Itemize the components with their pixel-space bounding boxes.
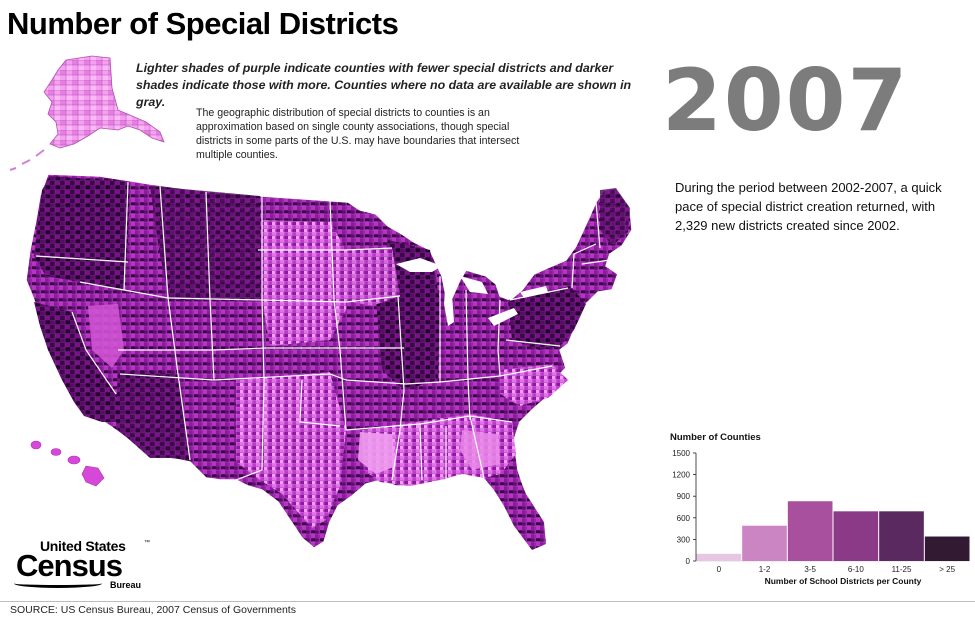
region-virginia-light (500, 364, 568, 406)
hawaii-region (30, 440, 105, 487)
logo-united-states: United States (40, 538, 126, 554)
x-tick-label: > 25 (939, 565, 955, 574)
legend-description: Lighter shades of purple indicate counti… (136, 61, 632, 109)
hawaii-island-kauai (30, 440, 42, 450)
y-tick-label: 900 (677, 492, 691, 501)
region-georgia-pink (460, 430, 500, 470)
alaska-region (9, 55, 165, 171)
region-maine (600, 188, 630, 246)
region-florida (484, 470, 546, 550)
region-southwest (116, 370, 190, 460)
logo-census: Census (16, 548, 123, 583)
logo-bureau: Bureau (110, 580, 142, 590)
x-tick-label: 3-5 (804, 565, 816, 574)
state-borders (35, 181, 611, 482)
bar-0 (696, 553, 742, 561)
chart-xlabel: Number of School Districts per County (765, 576, 922, 586)
region-iowa-light (340, 248, 400, 306)
page-title: Number of Special Districts (7, 6, 399, 41)
x-tick-label: 0 (717, 565, 722, 574)
x-tick-label: 6-10 (848, 565, 865, 574)
region-louisiana-pink (358, 432, 396, 474)
period-description: During the period between 2002-2007, a q… (675, 180, 942, 233)
x-tick-label: 11-25 (892, 565, 912, 574)
bar-1-2 (742, 525, 787, 561)
logo-swoosh-icon (14, 579, 102, 588)
bar-25 (924, 536, 970, 561)
y-tick-label: 0 (686, 557, 691, 566)
chart-ylabel: Number of Counties (670, 432, 761, 443)
bar-6-10 (833, 511, 879, 561)
districts-histogram: Number of Counties 0 300 600 900 1200 1500 0 1… (670, 432, 970, 586)
contiguous-us-region (25, 173, 633, 551)
year-label: 2007 (662, 51, 910, 151)
y-tick-label: 600 (677, 514, 691, 523)
logo-trademark: ™ (144, 540, 150, 546)
hawaii-island-oahu (50, 448, 62, 456)
alaska-shape (43, 55, 165, 149)
region-pacific-northwest (34, 176, 130, 290)
approximation-note: The geographic distribution of special d… (196, 107, 520, 161)
source-note: SOURCE: US Census Bureau, 2007 Census of… (10, 604, 296, 616)
y-tick-label: 300 (677, 535, 691, 544)
bar-3-5 (787, 501, 833, 561)
great-lakes (396, 258, 548, 326)
x-tick-label: 1-2 (759, 565, 771, 574)
chart-bars (696, 501, 970, 561)
hawaii-island-maui (67, 455, 81, 465)
footer-divider (0, 601, 975, 602)
region-nevada-pink (88, 304, 124, 368)
bar-11-25 (879, 511, 924, 561)
y-tick-label: 1500 (672, 449, 690, 458)
region-northeast-dark (508, 286, 586, 350)
chart-y-axis: 0 300 600 900 1200 1500 (672, 449, 970, 566)
aleutian-islands (9, 149, 45, 171)
chart-x-tick-labels: 0 1-2 3-5 6-10 11-25 > 25 (717, 565, 956, 574)
region-california (34, 302, 120, 422)
y-tick-label: 1200 (672, 471, 690, 480)
census-bureau-logo: United States ™ Census Bureau (14, 538, 154, 596)
hawaii-island-big (81, 465, 105, 487)
special-districts-map (9, 55, 633, 551)
region-mountain-west (150, 186, 262, 300)
region-plains-light (262, 220, 346, 346)
